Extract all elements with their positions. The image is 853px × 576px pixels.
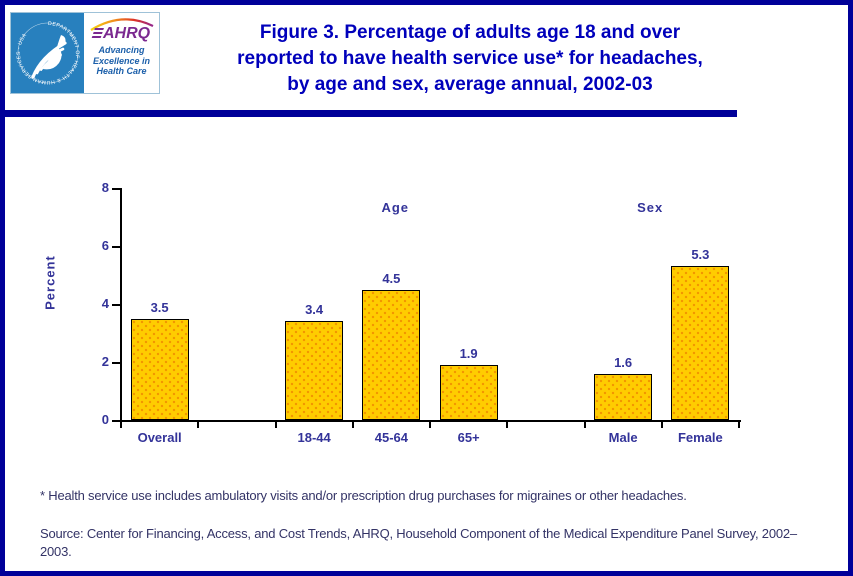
y-axis-tick [112,304,120,306]
y-axis-title: Percent [42,255,58,310]
x-axis-category-label: Male [608,430,638,445]
bar-value-label: 5.3 [691,247,710,263]
y-axis-tick [112,246,120,248]
x-axis-tick [506,422,509,428]
ahrq-arc-icon [89,18,153,31]
x-axis-tick [738,422,740,428]
ahrq-tagline: Advancing Excellence in Health Care [93,45,150,77]
footnote: * Health service use includes ambulatory… [40,488,687,503]
bar-45-64 [362,289,421,420]
x-axis-tick [274,422,277,428]
y-axis-tick [112,362,120,364]
x-axis-category-label: Overall [137,430,182,445]
y-axis-tick [112,420,120,422]
y-axis-tick-label: 6 [101,238,109,253]
bar-value-label: 4.5 [382,270,401,286]
x-axis-category-label: Female [677,430,723,445]
x-axis-tick [120,422,122,428]
bar-value-label: 3.5 [150,299,169,315]
bar-18-44 [285,321,344,420]
bar-chart: Percent 0 2 4 6 8 3.5 Overall 3.4 18-44 4.5 45-64 1… [5,5,848,571]
ahrq-tagline-line: Excellence in [92,55,151,66]
x-axis-tick [351,422,354,428]
figure-title-line: by age and sex, average annual, 2002-03 [287,74,653,95]
y-axis-tick [112,188,120,190]
group-label-age: Age [381,200,410,215]
x-axis-tick [660,422,663,428]
y-axis-tick-label: 2 [101,354,109,369]
bar-male [594,373,653,420]
y-axis-tick-label: 4 [101,296,109,311]
bar-overall [130,318,189,420]
y-axis-tick-label: 8 [101,180,109,195]
hhs-seal-icon: DEPARTMENT OF HEALTH & HUMAN SERVICES - … [11,13,85,93]
x-axis-category-label: 18-44 [297,430,331,445]
agency-logo: DEPARTMENT OF HEALTH & HUMAN SERVICES - … [10,12,160,94]
x-axis-tick [197,422,200,428]
bar-value-label: 1.9 [459,345,478,361]
ahrq-logo: AHRQ Advancing Excellence in Health Care [84,13,159,93]
ahrq-tagline-line: Advancing [98,45,145,55]
bar-65- [439,364,498,420]
bar-value-label: 1.6 [614,354,633,370]
hhs-eagle-icon: DEPARTMENT OF HEALTH & HUMAN SERVICES - … [16,21,80,85]
x-axis-tick [583,422,586,428]
ahrq-tagline-line: Health Care [96,66,147,76]
figure-title-line: Figure 3. Percentage of adults age 18 an… [259,22,681,43]
x-axis-category-label: 45-64 [374,430,408,445]
x-axis-tick [429,422,431,428]
x-axis-category-label: 65+ [457,430,480,445]
x-axis-line [120,420,741,422]
title-underline-rule [5,110,737,117]
y-axis-tick-label: 0 [101,412,109,427]
ahrq-acronym: AHRQ [102,25,151,42]
y-axis-line [120,188,122,422]
bar-female [671,266,730,420]
group-label-sex: Sex [637,200,664,215]
figure-title-line: reported to have health service use* for… [237,48,703,69]
source-citation: Source: Center for Financing, Access, an… [40,526,797,559]
figure-title: Figure 3. Percentage of adults age 18 an… [165,20,775,98]
bar-value-label: 3.4 [305,302,324,318]
